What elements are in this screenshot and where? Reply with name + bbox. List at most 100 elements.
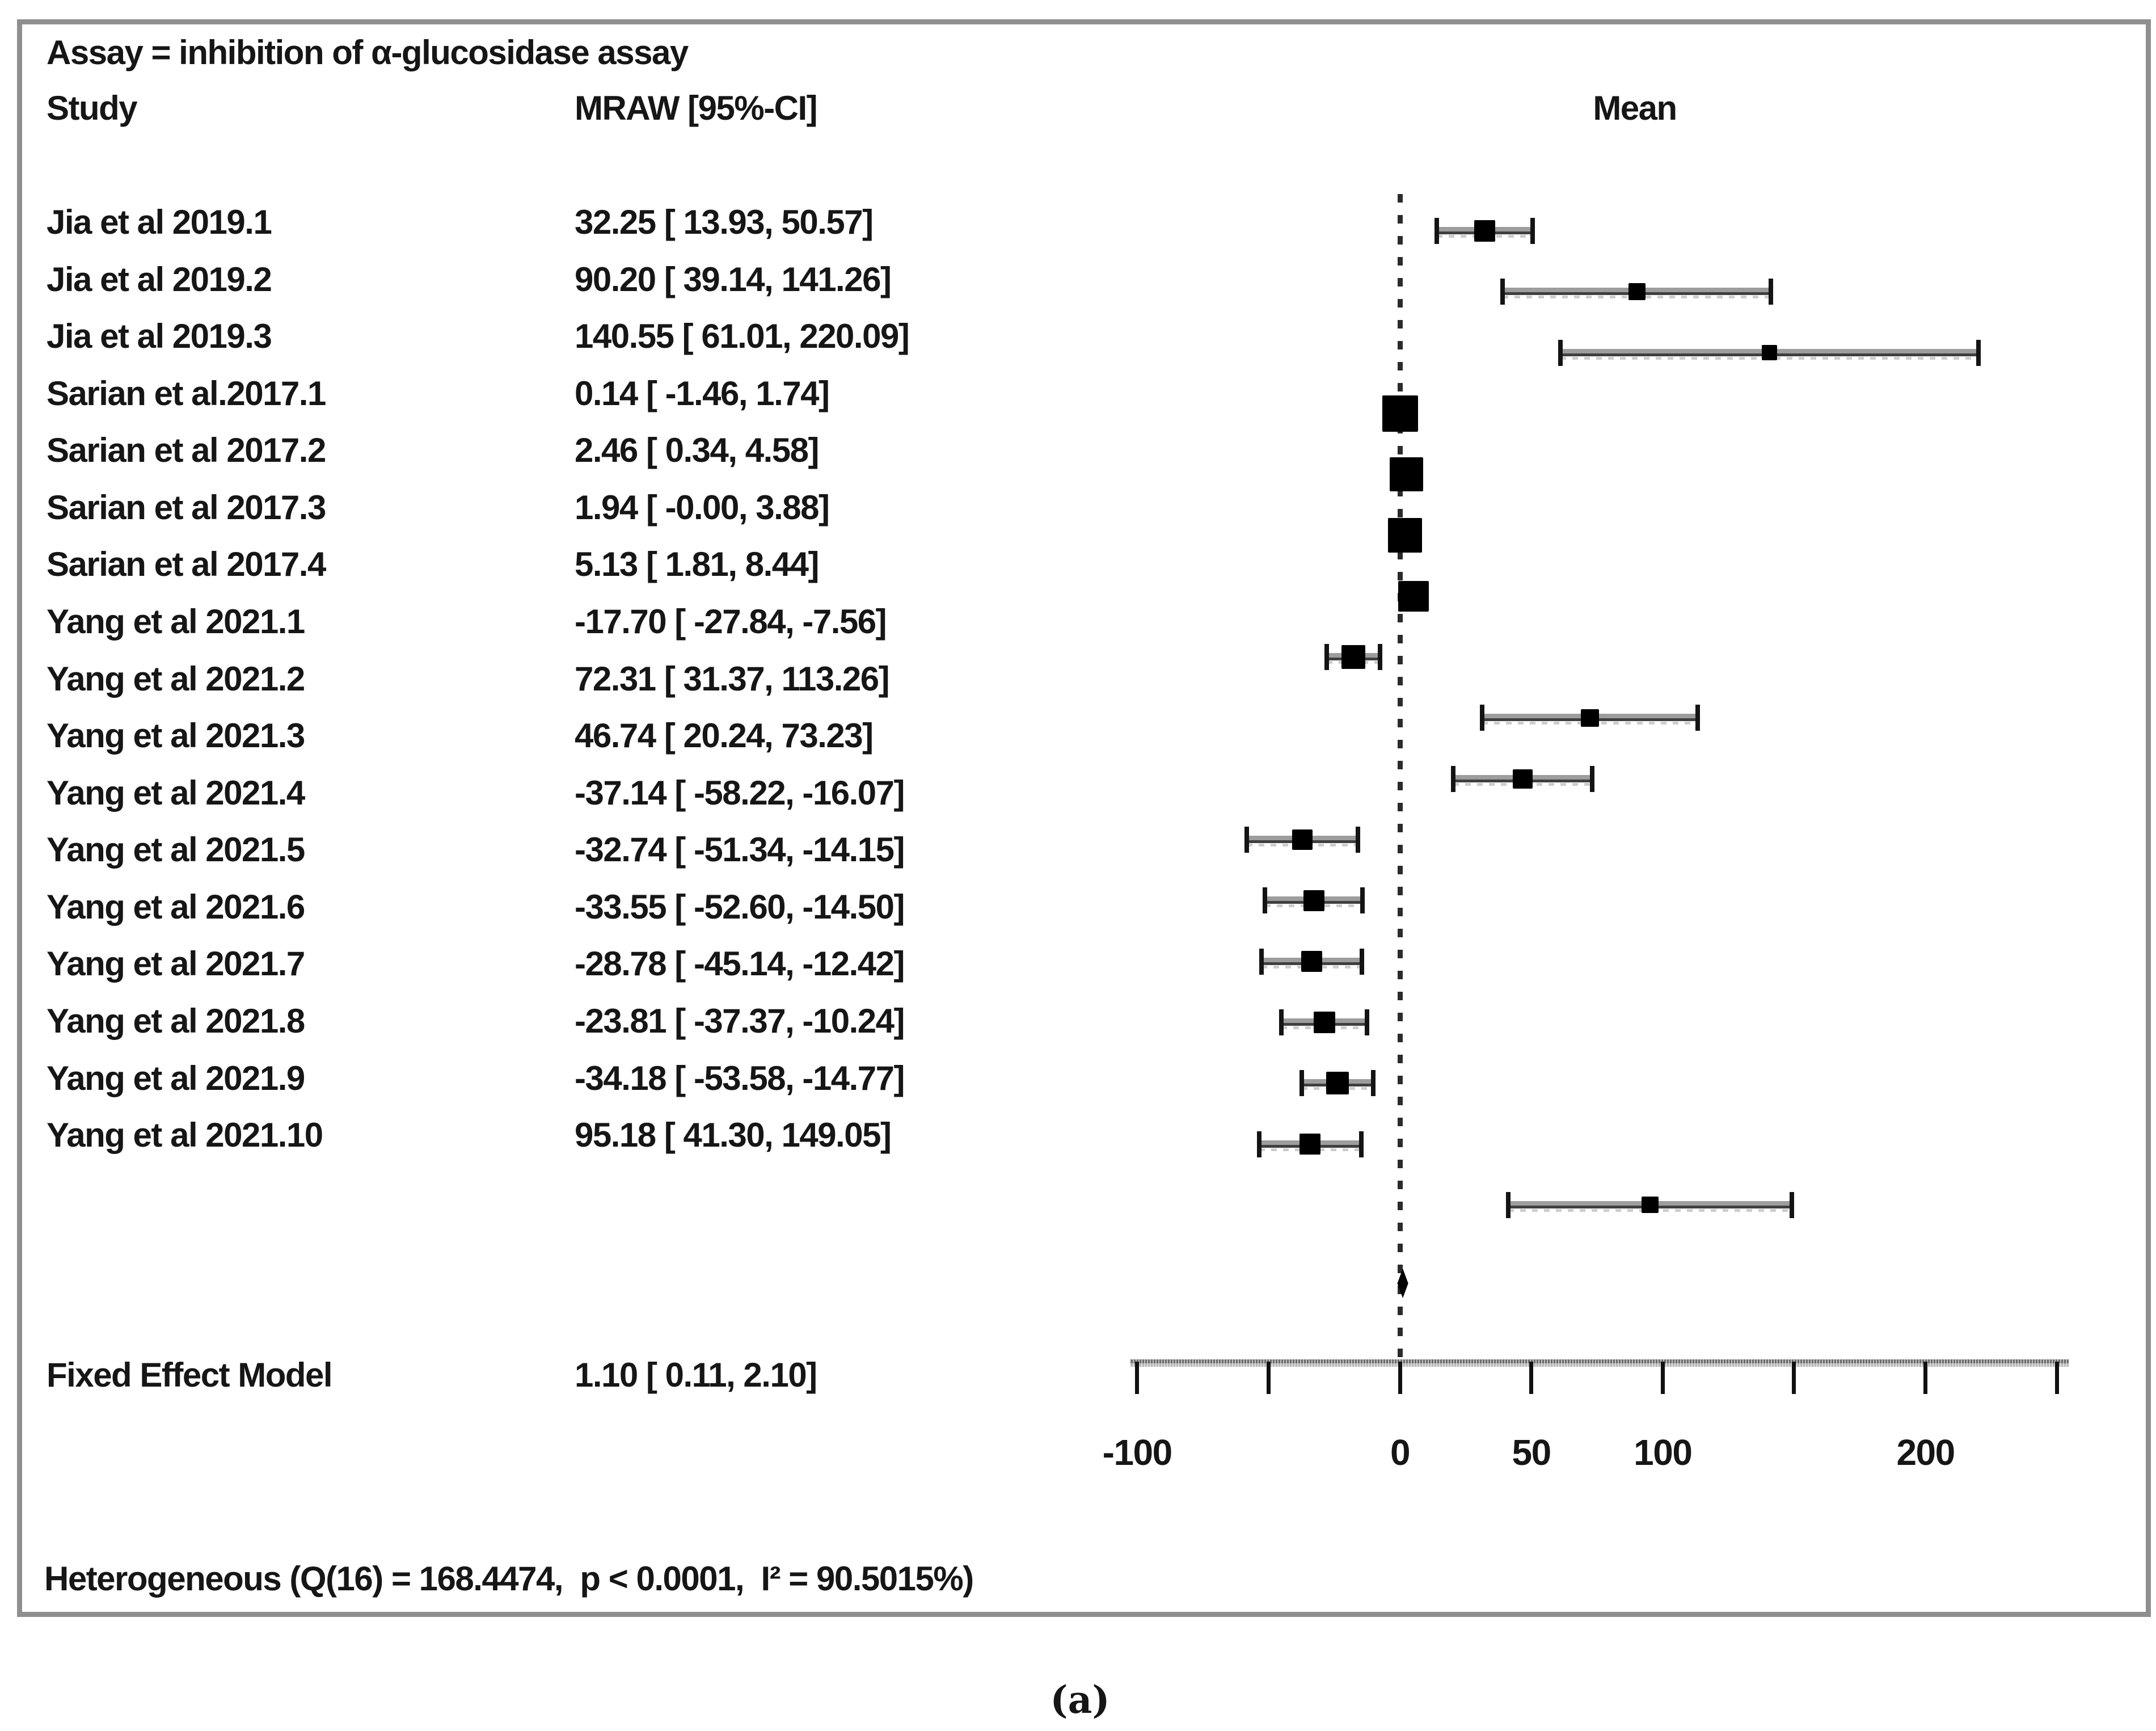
assay-title: Assay = inhibition of α-glucosidase assa… bbox=[47, 33, 689, 71]
ci-cap-upper bbox=[1590, 765, 1595, 792]
summary-label: Fixed Effect Model bbox=[47, 1356, 333, 1394]
ci-cap-upper bbox=[1530, 218, 1535, 244]
study-ci-text: 72.31 [ 31.37, 113.26] bbox=[575, 659, 890, 698]
ci-marker bbox=[1389, 457, 1424, 492]
ci-cap-lower bbox=[1259, 948, 1264, 975]
axis-tick-label: 200 bbox=[1896, 1432, 1955, 1473]
ci-cap-upper bbox=[1365, 1009, 1370, 1035]
axis-tick bbox=[2054, 1362, 2059, 1394]
study-ci-text: -34.18 [ -53.58, -14.77] bbox=[575, 1059, 905, 1097]
study-ci-text: -33.55 [ -52.60, -14.50] bbox=[575, 887, 905, 926]
study-ci-text: 95.18 [ 41.30, 149.05] bbox=[575, 1116, 892, 1155]
ci-cap-upper bbox=[1358, 1131, 1364, 1157]
axis-tick-label: -100 bbox=[1102, 1432, 1173, 1473]
study-ci-text: -28.78 [ -45.14, -12.42] bbox=[575, 945, 905, 983]
study-label: Yang et al 2021.4 bbox=[47, 773, 305, 812]
ci-marker bbox=[1513, 769, 1533, 789]
study-label: Yang et al 2021.8 bbox=[47, 1001, 305, 1040]
study-label: Jia et al 2019.1 bbox=[47, 203, 272, 241]
axis-tick bbox=[1398, 1362, 1402, 1394]
x-axis-line bbox=[1130, 1359, 2069, 1367]
figure-border bbox=[17, 19, 2151, 1617]
ci-marker bbox=[1299, 1134, 1320, 1155]
ci-cap-lower bbox=[1263, 887, 1268, 914]
study-ci-text: 2.46 [ 0.34, 4.58] bbox=[575, 431, 819, 470]
ci-marker bbox=[1313, 1011, 1335, 1033]
heterogeneity-note: Heterogeneous (Q(16) = 168.4474, p < 0.0… bbox=[44, 1560, 974, 1598]
study-label: Yang et al 2021.2 bbox=[47, 659, 305, 698]
study-ci-text: 90.20 [ 39.14, 141.26] bbox=[575, 260, 892, 298]
figure-caption: (a) bbox=[1050, 1678, 1110, 1722]
study-label: Yang et al 2021.7 bbox=[47, 945, 305, 983]
axis-tick bbox=[1660, 1362, 1665, 1394]
ci-cap-upper bbox=[1359, 948, 1364, 975]
ci-marker bbox=[1341, 645, 1366, 669]
study-ci-text: 1.94 [ -0.00, 3.88] bbox=[575, 488, 830, 527]
ci-cap-lower bbox=[1324, 644, 1330, 671]
study-label: Yang et al 2021.10 bbox=[47, 1116, 323, 1155]
zero-reference-line bbox=[1398, 194, 1403, 1362]
summary-ci-text: 1.10 [ 0.11, 2.10] bbox=[575, 1356, 817, 1394]
study-label: Sarian et al.2017.1 bbox=[47, 374, 326, 412]
ci-marker bbox=[1642, 1197, 1659, 1214]
axis-tick bbox=[1266, 1362, 1271, 1394]
summary-diamond-marker bbox=[1397, 1269, 1408, 1298]
study-ci-text: 46.74 [ 20.24, 73.23] bbox=[575, 717, 874, 755]
ci-cap-upper bbox=[1355, 827, 1360, 853]
ci-cap-upper bbox=[1370, 1070, 1376, 1097]
study-ci-text: 32.25 [ 13.93, 50.57] bbox=[575, 203, 874, 241]
ci-marker bbox=[1292, 829, 1313, 850]
study-label: Yang et al 2021.9 bbox=[47, 1059, 305, 1097]
ci-cap-lower bbox=[1279, 1009, 1284, 1035]
study-label: Yang et al 2021.1 bbox=[47, 602, 305, 641]
study-ci-text: -23.81 [ -37.37, -10.24] bbox=[575, 1001, 905, 1040]
study-ci-text: -37.14 [ -58.22, -16.07] bbox=[575, 773, 905, 812]
ci-cap-lower bbox=[1256, 1131, 1261, 1157]
study-ci-text: 0.14 [ -1.46, 1.74] bbox=[575, 374, 830, 412]
study-label: Sarian et al 2017.2 bbox=[47, 431, 326, 470]
column-header-mraw-ci: MRAW [95%-CI] bbox=[575, 89, 818, 127]
ci-marker bbox=[1581, 709, 1599, 727]
study-ci-text: 5.13 [ 1.81, 8.44] bbox=[575, 545, 819, 584]
ci-marker bbox=[1761, 345, 1777, 361]
axis-tick bbox=[1792, 1362, 1796, 1394]
ci-cap-upper bbox=[1377, 644, 1382, 671]
column-header-mean: Mean bbox=[1593, 89, 1677, 127]
axis-tick bbox=[1923, 1362, 1928, 1394]
axis-tick bbox=[1529, 1362, 1534, 1394]
study-ci-text: -17.70 [ -27.84, -7.56] bbox=[575, 602, 887, 641]
ci-cap-lower bbox=[1558, 339, 1563, 366]
ci-cap-upper bbox=[1695, 705, 1700, 731]
study-label: Sarian et al 2017.3 bbox=[47, 488, 326, 527]
ci-marker bbox=[1387, 518, 1423, 553]
ci-marker bbox=[1301, 951, 1322, 972]
study-label: Sarian et al 2017.4 bbox=[47, 545, 326, 584]
study-ci-text: -32.74 [ -51.34, -14.15] bbox=[575, 831, 905, 869]
ci-cap-upper bbox=[1769, 279, 1774, 305]
ci-marker bbox=[1628, 283, 1646, 301]
study-label: Yang et al 2021.3 bbox=[47, 717, 305, 755]
axis-tick bbox=[1135, 1362, 1140, 1394]
axis-tick-label: 100 bbox=[1634, 1432, 1693, 1473]
ci-cap-lower bbox=[1480, 705, 1485, 731]
ci-cap-lower bbox=[1244, 827, 1250, 853]
ci-marker bbox=[1382, 395, 1419, 432]
ci-cap-upper bbox=[1789, 1191, 1794, 1218]
study-ci-text: 140.55 [ 61.01, 220.09] bbox=[575, 317, 910, 356]
ci-marker bbox=[1474, 220, 1495, 242]
ci-cap-lower bbox=[1450, 765, 1455, 792]
study-label: Yang et al 2021.6 bbox=[47, 887, 305, 926]
ci-marker bbox=[1303, 890, 1324, 911]
ci-cap-upper bbox=[1976, 339, 1981, 366]
axis-tick-label: 0 bbox=[1390, 1432, 1411, 1473]
ci-marker bbox=[1326, 1072, 1349, 1095]
study-label: Jia et al 2019.2 bbox=[47, 260, 272, 298]
ci-cap-lower bbox=[1299, 1070, 1304, 1097]
ci-cap-lower bbox=[1500, 279, 1505, 305]
ci-cap-upper bbox=[1360, 887, 1365, 914]
ci-cap-lower bbox=[1506, 1191, 1511, 1218]
ci-marker bbox=[1398, 580, 1429, 612]
study-label: Yang et al 2021.5 bbox=[47, 831, 305, 869]
axis-tick-label: 50 bbox=[1512, 1432, 1552, 1473]
